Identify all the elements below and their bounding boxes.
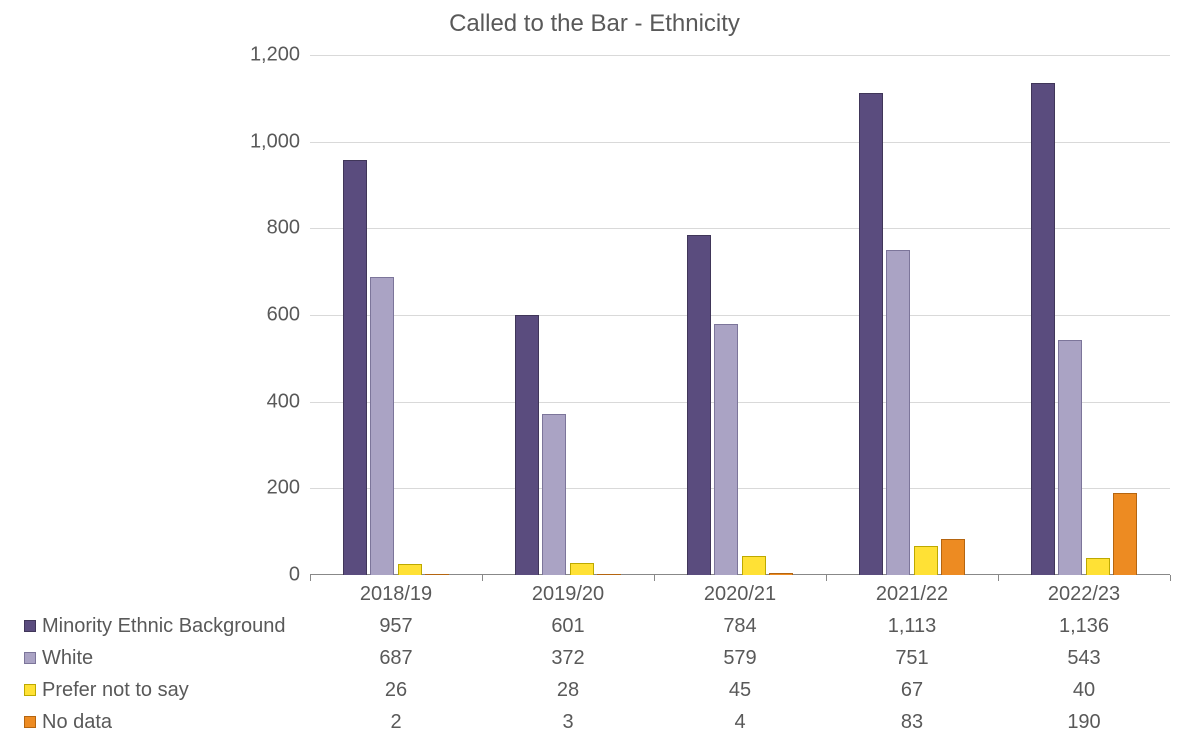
legend-label: No data — [42, 711, 112, 734]
y-tick-label: 0 — [289, 564, 300, 587]
bar — [542, 414, 566, 575]
table-row: Minority Ethnic Background 9576017841,113… — [20, 610, 1170, 642]
x-tick-mark — [310, 575, 311, 581]
table-cell: 543 — [998, 647, 1170, 670]
table-cell: 67 — [826, 679, 998, 702]
x-tick-label: 2019/20 — [532, 583, 604, 606]
x-tick-label: 2021/22 — [876, 583, 948, 606]
data-table: Minority Ethnic Background 9576017841,113… — [20, 610, 1170, 738]
table-cell: 579 — [654, 647, 826, 670]
y-tick-label: 400 — [267, 390, 300, 413]
table-cell: 1,113 — [826, 615, 998, 638]
bar — [343, 160, 367, 575]
y-tick-label: 200 — [267, 477, 300, 500]
x-tick-label: 2022/23 — [1048, 583, 1120, 606]
bar — [425, 574, 449, 575]
table-cell: 83 — [826, 711, 998, 734]
legend-item: Minority Ethnic Background — [20, 615, 310, 638]
table-cell: 784 — [654, 615, 826, 638]
table-cell: 4 — [654, 711, 826, 734]
table-cell: 3 — [482, 711, 654, 734]
table-row: White 687372579751543 — [20, 642, 1170, 674]
table-cell: 957 — [310, 615, 482, 638]
x-tick-mark — [1170, 575, 1171, 581]
x-tick-label: 2020/21 — [704, 583, 776, 606]
bar — [515, 315, 539, 575]
x-tick-mark — [482, 575, 483, 581]
legend-item: No data — [20, 711, 310, 734]
x-tick-label: 2018/19 — [360, 583, 432, 606]
chart-container: Called to the Bar - Ethnicity 0200400600… — [0, 0, 1189, 748]
legend-label: Minority Ethnic Background — [42, 615, 285, 638]
legend-swatch — [24, 652, 36, 664]
bar — [570, 563, 594, 575]
plot-area: 02004006008001,0001,2002018/192019/20202… — [310, 55, 1170, 575]
y-tick-label: 600 — [267, 304, 300, 327]
table-row: No data 23483190 — [20, 706, 1170, 738]
table-cell: 28 — [482, 679, 654, 702]
bar — [597, 574, 621, 575]
x-tick-mark — [654, 575, 655, 581]
bar — [859, 93, 883, 575]
bar — [714, 324, 738, 575]
legend-swatch — [24, 620, 36, 632]
legend-swatch — [24, 684, 36, 696]
table-cell: 45 — [654, 679, 826, 702]
bar — [941, 539, 965, 575]
bar — [914, 546, 938, 575]
legend-label: Prefer not to say — [42, 679, 189, 702]
y-tick-label: 1,000 — [250, 130, 300, 153]
table-cell: 40 — [998, 679, 1170, 702]
bar — [687, 235, 711, 575]
table-cell: 751 — [826, 647, 998, 670]
table-cell: 2 — [310, 711, 482, 734]
y-tick-label: 1,200 — [250, 44, 300, 67]
table-cell: 190 — [998, 711, 1170, 734]
bar — [742, 556, 766, 576]
table-cell: 26 — [310, 679, 482, 702]
gridline — [310, 55, 1170, 56]
x-tick-mark — [998, 575, 999, 581]
legend-label: White — [42, 647, 93, 670]
table-cell: 1,136 — [998, 615, 1170, 638]
table-cell: 372 — [482, 647, 654, 670]
table-cell: 601 — [482, 615, 654, 638]
table-cell: 687 — [310, 647, 482, 670]
bar — [1031, 83, 1055, 575]
legend-item: Prefer not to say — [20, 679, 310, 702]
table-row: Prefer not to say 2628456740 — [20, 674, 1170, 706]
legend-swatch — [24, 716, 36, 728]
y-tick-label: 800 — [267, 217, 300, 240]
x-tick-mark — [826, 575, 827, 581]
bar — [1086, 558, 1110, 575]
chart-title: Called to the Bar - Ethnicity — [0, 10, 1189, 38]
bar — [886, 250, 910, 575]
bar — [1113, 493, 1137, 575]
bar — [370, 277, 394, 575]
bar — [769, 573, 793, 575]
bar — [1058, 340, 1082, 575]
legend-item: White — [20, 647, 310, 670]
bar — [398, 564, 422, 575]
